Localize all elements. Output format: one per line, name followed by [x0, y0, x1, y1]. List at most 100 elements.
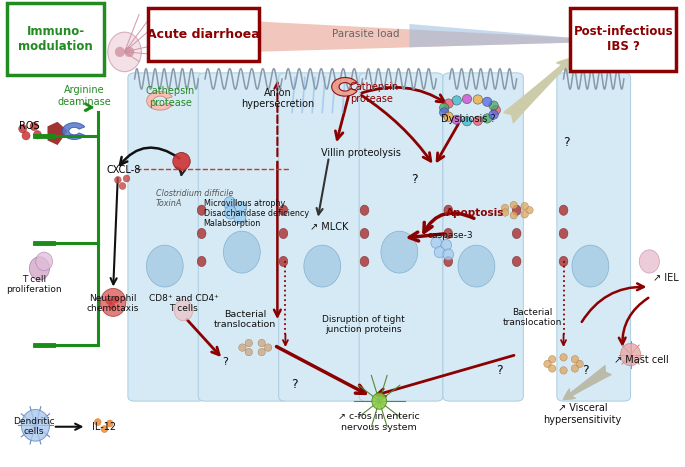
Ellipse shape [431, 237, 442, 248]
Text: CXCL-8: CXCL-8 [106, 165, 141, 175]
Ellipse shape [444, 99, 453, 108]
Ellipse shape [639, 250, 660, 273]
Text: Dysbiosis ?: Dysbiosis ? [441, 114, 496, 124]
Ellipse shape [30, 122, 38, 131]
Text: ↗ IEL: ↗ IEL [653, 273, 678, 283]
Text: IL-12: IL-12 [92, 422, 116, 432]
Ellipse shape [123, 175, 130, 182]
Ellipse shape [526, 206, 533, 214]
FancyBboxPatch shape [443, 73, 523, 401]
Ellipse shape [440, 108, 449, 117]
Text: Villin proteolysis: Villin proteolysis [321, 148, 401, 158]
Ellipse shape [101, 425, 108, 432]
Polygon shape [410, 24, 573, 47]
Ellipse shape [473, 116, 482, 126]
Text: ↗ Visceral
hypersensitivity: ↗ Visceral hypersensitivity [543, 403, 621, 425]
Ellipse shape [440, 103, 449, 113]
Ellipse shape [571, 365, 579, 372]
Ellipse shape [559, 256, 568, 267]
Ellipse shape [124, 47, 134, 57]
Ellipse shape [560, 354, 567, 361]
Ellipse shape [360, 228, 369, 239]
Ellipse shape [108, 302, 115, 310]
Text: caspase-3: caspase-3 [427, 231, 473, 241]
Ellipse shape [576, 360, 584, 368]
Text: T cell
proliferation: T cell proliferation [6, 275, 62, 294]
Wedge shape [332, 78, 357, 96]
Ellipse shape [452, 115, 461, 124]
Ellipse shape [114, 177, 121, 184]
Text: Neutrophil
chemotaxis: Neutrophil chemotaxis [87, 294, 139, 313]
Ellipse shape [174, 300, 193, 321]
Text: Arginine
deaminase: Arginine deaminase [58, 85, 111, 107]
Ellipse shape [512, 228, 521, 239]
Polygon shape [47, 122, 68, 145]
Text: Immuno-
modulation: Immuno- modulation [18, 25, 93, 53]
Ellipse shape [36, 252, 53, 271]
Ellipse shape [108, 32, 141, 72]
Ellipse shape [489, 101, 498, 110]
Ellipse shape [473, 95, 482, 104]
Ellipse shape [441, 240, 451, 251]
Polygon shape [171, 17, 573, 54]
Text: ?: ? [222, 356, 228, 367]
Ellipse shape [462, 117, 472, 126]
Wedge shape [62, 123, 85, 140]
Ellipse shape [571, 355, 579, 363]
Ellipse shape [234, 201, 247, 214]
Text: Parasite load: Parasite load [332, 29, 399, 39]
Ellipse shape [223, 231, 260, 273]
Text: ?: ? [582, 364, 588, 377]
Text: Cathepsin
protease: Cathepsin protease [145, 86, 195, 108]
FancyBboxPatch shape [148, 7, 259, 61]
Ellipse shape [544, 360, 551, 368]
FancyBboxPatch shape [128, 73, 205, 401]
Ellipse shape [434, 247, 445, 258]
Ellipse shape [18, 125, 27, 133]
Ellipse shape [106, 420, 113, 427]
Ellipse shape [173, 153, 190, 170]
Ellipse shape [559, 205, 568, 215]
Text: ?: ? [411, 173, 417, 186]
Ellipse shape [234, 211, 246, 224]
Ellipse shape [360, 205, 369, 215]
Ellipse shape [452, 96, 461, 105]
Ellipse shape [444, 205, 453, 215]
Text: Bacterial
translocation: Bacterial translocation [214, 310, 276, 329]
Ellipse shape [105, 297, 112, 305]
FancyBboxPatch shape [570, 7, 676, 71]
Text: CD8⁺ and CD4⁺
T cells: CD8⁺ and CD4⁺ T cells [149, 294, 219, 313]
FancyBboxPatch shape [8, 3, 104, 75]
Ellipse shape [501, 204, 509, 212]
Ellipse shape [510, 201, 517, 209]
Ellipse shape [621, 343, 640, 366]
Ellipse shape [512, 256, 521, 267]
Ellipse shape [279, 256, 288, 267]
Wedge shape [147, 92, 172, 110]
Ellipse shape [512, 205, 521, 215]
Ellipse shape [444, 256, 453, 267]
Ellipse shape [238, 344, 246, 351]
Text: ?: ? [564, 136, 570, 149]
Text: ↗ c-fos in enteric
nervous system: ↗ c-fos in enteric nervous system [338, 412, 420, 432]
Ellipse shape [489, 110, 498, 119]
Text: Post-infectious
IBS ?: Post-infectious IBS ? [573, 25, 673, 53]
Ellipse shape [197, 205, 206, 215]
Ellipse shape [245, 340, 253, 347]
Ellipse shape [112, 296, 119, 304]
FancyBboxPatch shape [198, 73, 289, 401]
Text: Apoptosis: Apoptosis [446, 207, 505, 218]
Text: ↗ MLCK: ↗ MLCK [310, 221, 349, 232]
Ellipse shape [197, 256, 206, 267]
Ellipse shape [245, 348, 253, 356]
Ellipse shape [510, 212, 517, 219]
Ellipse shape [264, 344, 272, 351]
Ellipse shape [444, 112, 453, 121]
Ellipse shape [29, 257, 49, 280]
FancyBboxPatch shape [279, 73, 369, 401]
Ellipse shape [147, 245, 183, 287]
Text: ↗ Mast cell: ↗ Mast cell [614, 355, 669, 365]
Ellipse shape [197, 228, 206, 239]
Ellipse shape [279, 205, 288, 215]
Ellipse shape [560, 367, 567, 374]
